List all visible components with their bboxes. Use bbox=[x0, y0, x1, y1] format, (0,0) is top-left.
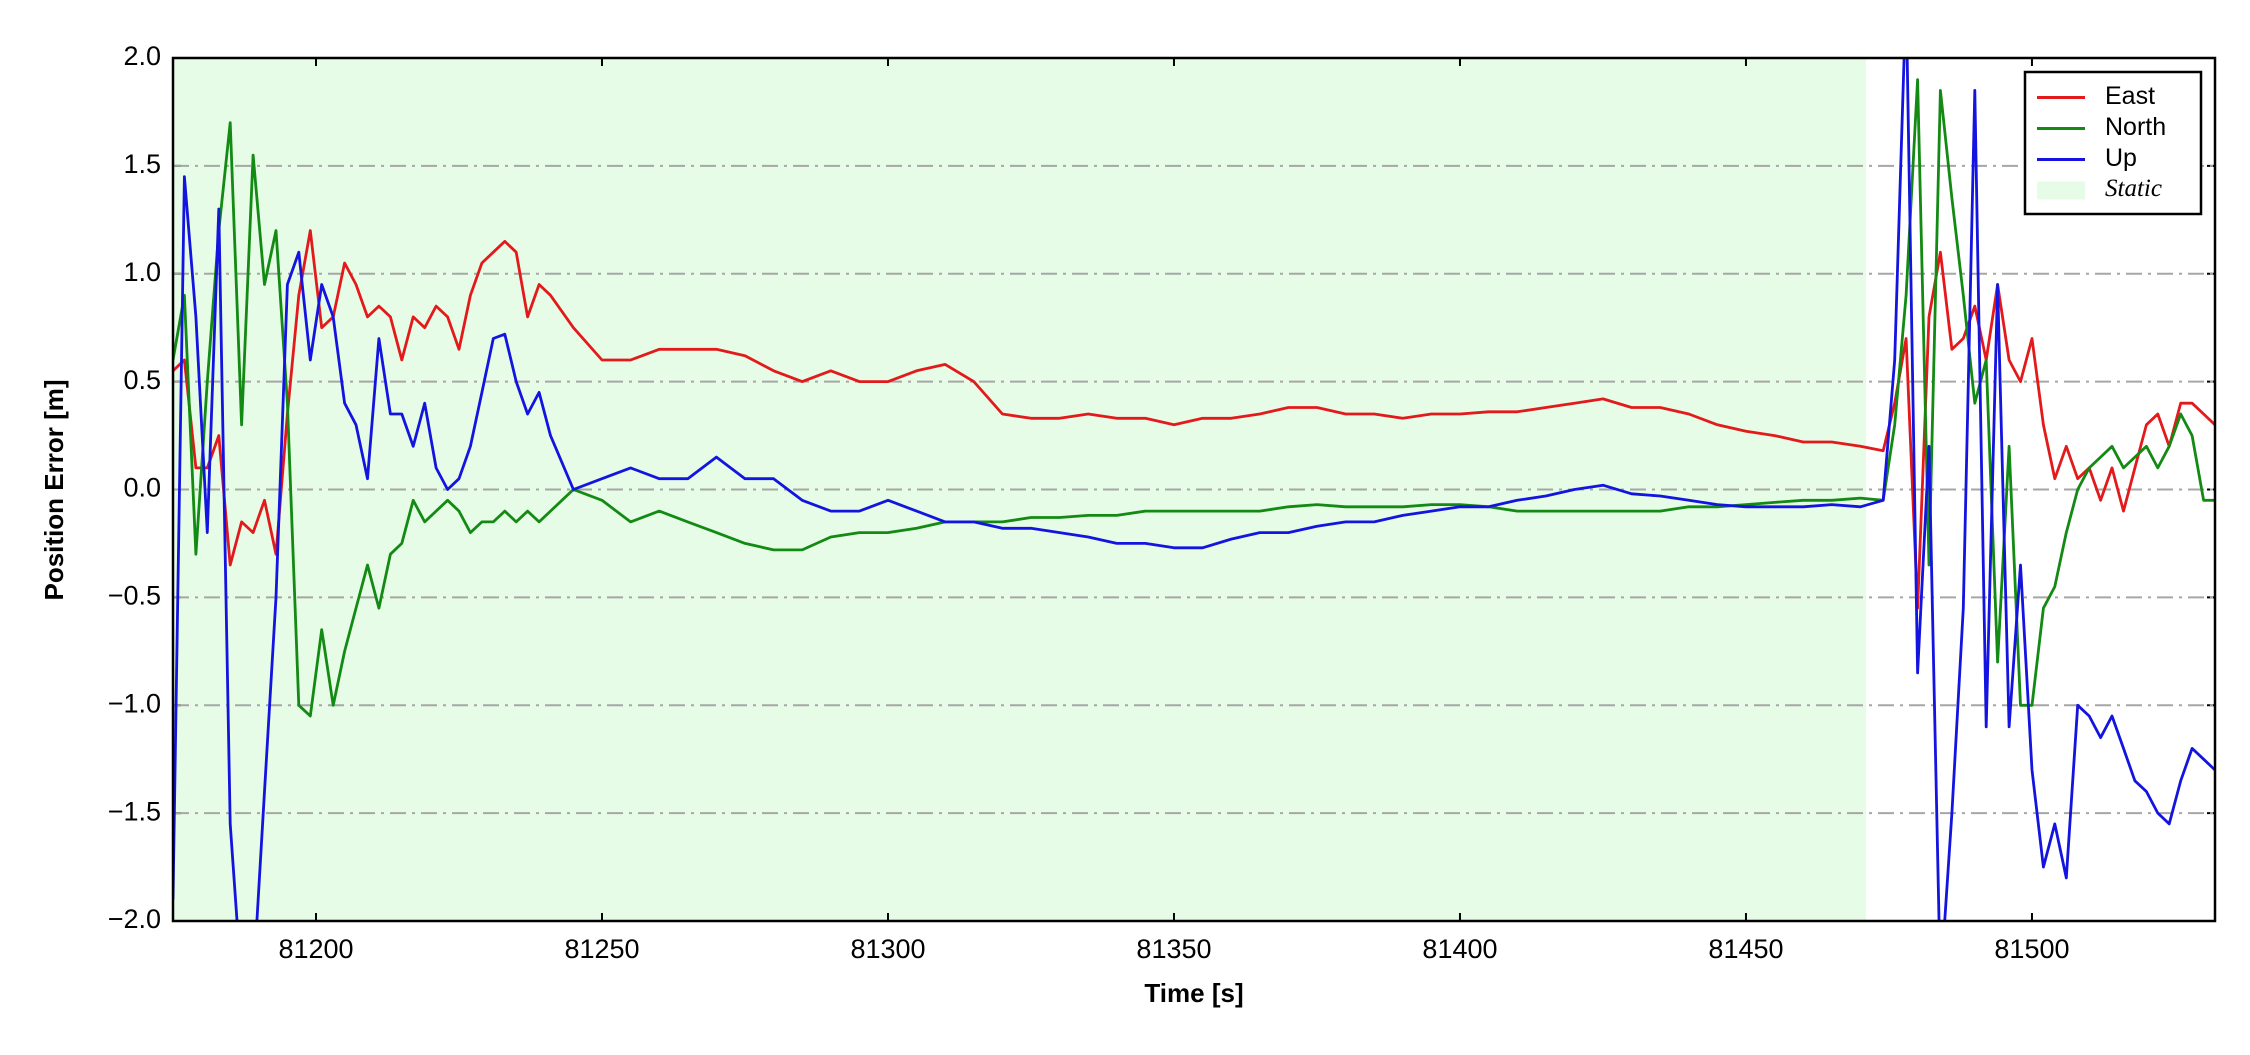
x-axis-label: Time [s] bbox=[1144, 978, 1243, 1008]
y-tick-label: 0.0 bbox=[123, 473, 161, 503]
legend-label: Static bbox=[2105, 175, 2162, 202]
y-tick-label: −0.5 bbox=[108, 581, 161, 611]
series-line bbox=[173, 229, 2215, 610]
y-tick-label: −2.0 bbox=[108, 904, 161, 934]
y-axis-label: Position Error [m] bbox=[39, 379, 69, 600]
y-tick-label: 1.5 bbox=[123, 149, 161, 179]
x-tick-label: 81500 bbox=[1994, 934, 2069, 964]
legend-label: North bbox=[2105, 113, 2166, 141]
x-tick-label: 81400 bbox=[1422, 934, 1497, 964]
x-tick-label: 81450 bbox=[1708, 934, 1783, 964]
x-tick-label: 81300 bbox=[850, 934, 925, 964]
legend-label: East bbox=[2105, 82, 2155, 110]
y-tick-label: 0.5 bbox=[123, 365, 161, 395]
legend-swatch bbox=[2037, 181, 2085, 200]
legend-label: Up bbox=[2105, 144, 2137, 172]
y-tick-label: −1.0 bbox=[108, 688, 161, 718]
series-line bbox=[173, 78, 2215, 718]
y-tick-label: 2.0 bbox=[123, 41, 161, 71]
y-tick-label: −1.5 bbox=[108, 796, 161, 826]
x-tick-label: 81250 bbox=[564, 934, 639, 964]
legend: East North Up Static bbox=[2023, 70, 2203, 216]
x-tick-label: 81350 bbox=[1136, 934, 1211, 964]
y-tick-label: 1.0 bbox=[123, 257, 161, 287]
plot-frame bbox=[171, 56, 2217, 923]
series-line bbox=[173, 58, 2215, 921]
x-tick-label: 81200 bbox=[278, 934, 353, 964]
